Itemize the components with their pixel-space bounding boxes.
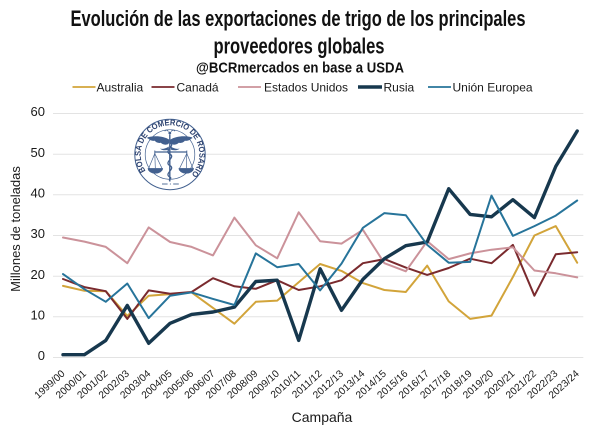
svg-text:Unión Europea: Unión Europea [453, 80, 533, 94]
svg-text:Campaña: Campaña [292, 409, 353, 425]
svg-text:10: 10 [31, 308, 45, 323]
svg-text:Millones de toneladas: Millones de toneladas [8, 166, 23, 292]
svg-text:50: 50 [31, 145, 45, 160]
svg-text:20: 20 [31, 267, 45, 282]
svg-text:Rusia: Rusia [384, 80, 415, 94]
svg-text:@BCRmercados en base a USDA: @BCRmercados en base a USDA [196, 60, 404, 77]
svg-text:Evolución de las exportaciones: Evolución de las exportaciones de trigo … [71, 6, 526, 31]
svg-text:proveedores globales: proveedores globales [214, 34, 385, 59]
svg-text:40: 40 [31, 186, 45, 201]
svg-text:Australia: Australia [97, 80, 144, 94]
svg-text:60: 60 [31, 104, 45, 119]
svg-text:30: 30 [31, 226, 45, 241]
svg-text:Estados Unidos: Estados Unidos [264, 80, 348, 94]
svg-text:0: 0 [38, 348, 45, 363]
svg-text:Canadá: Canadá [177, 80, 219, 94]
